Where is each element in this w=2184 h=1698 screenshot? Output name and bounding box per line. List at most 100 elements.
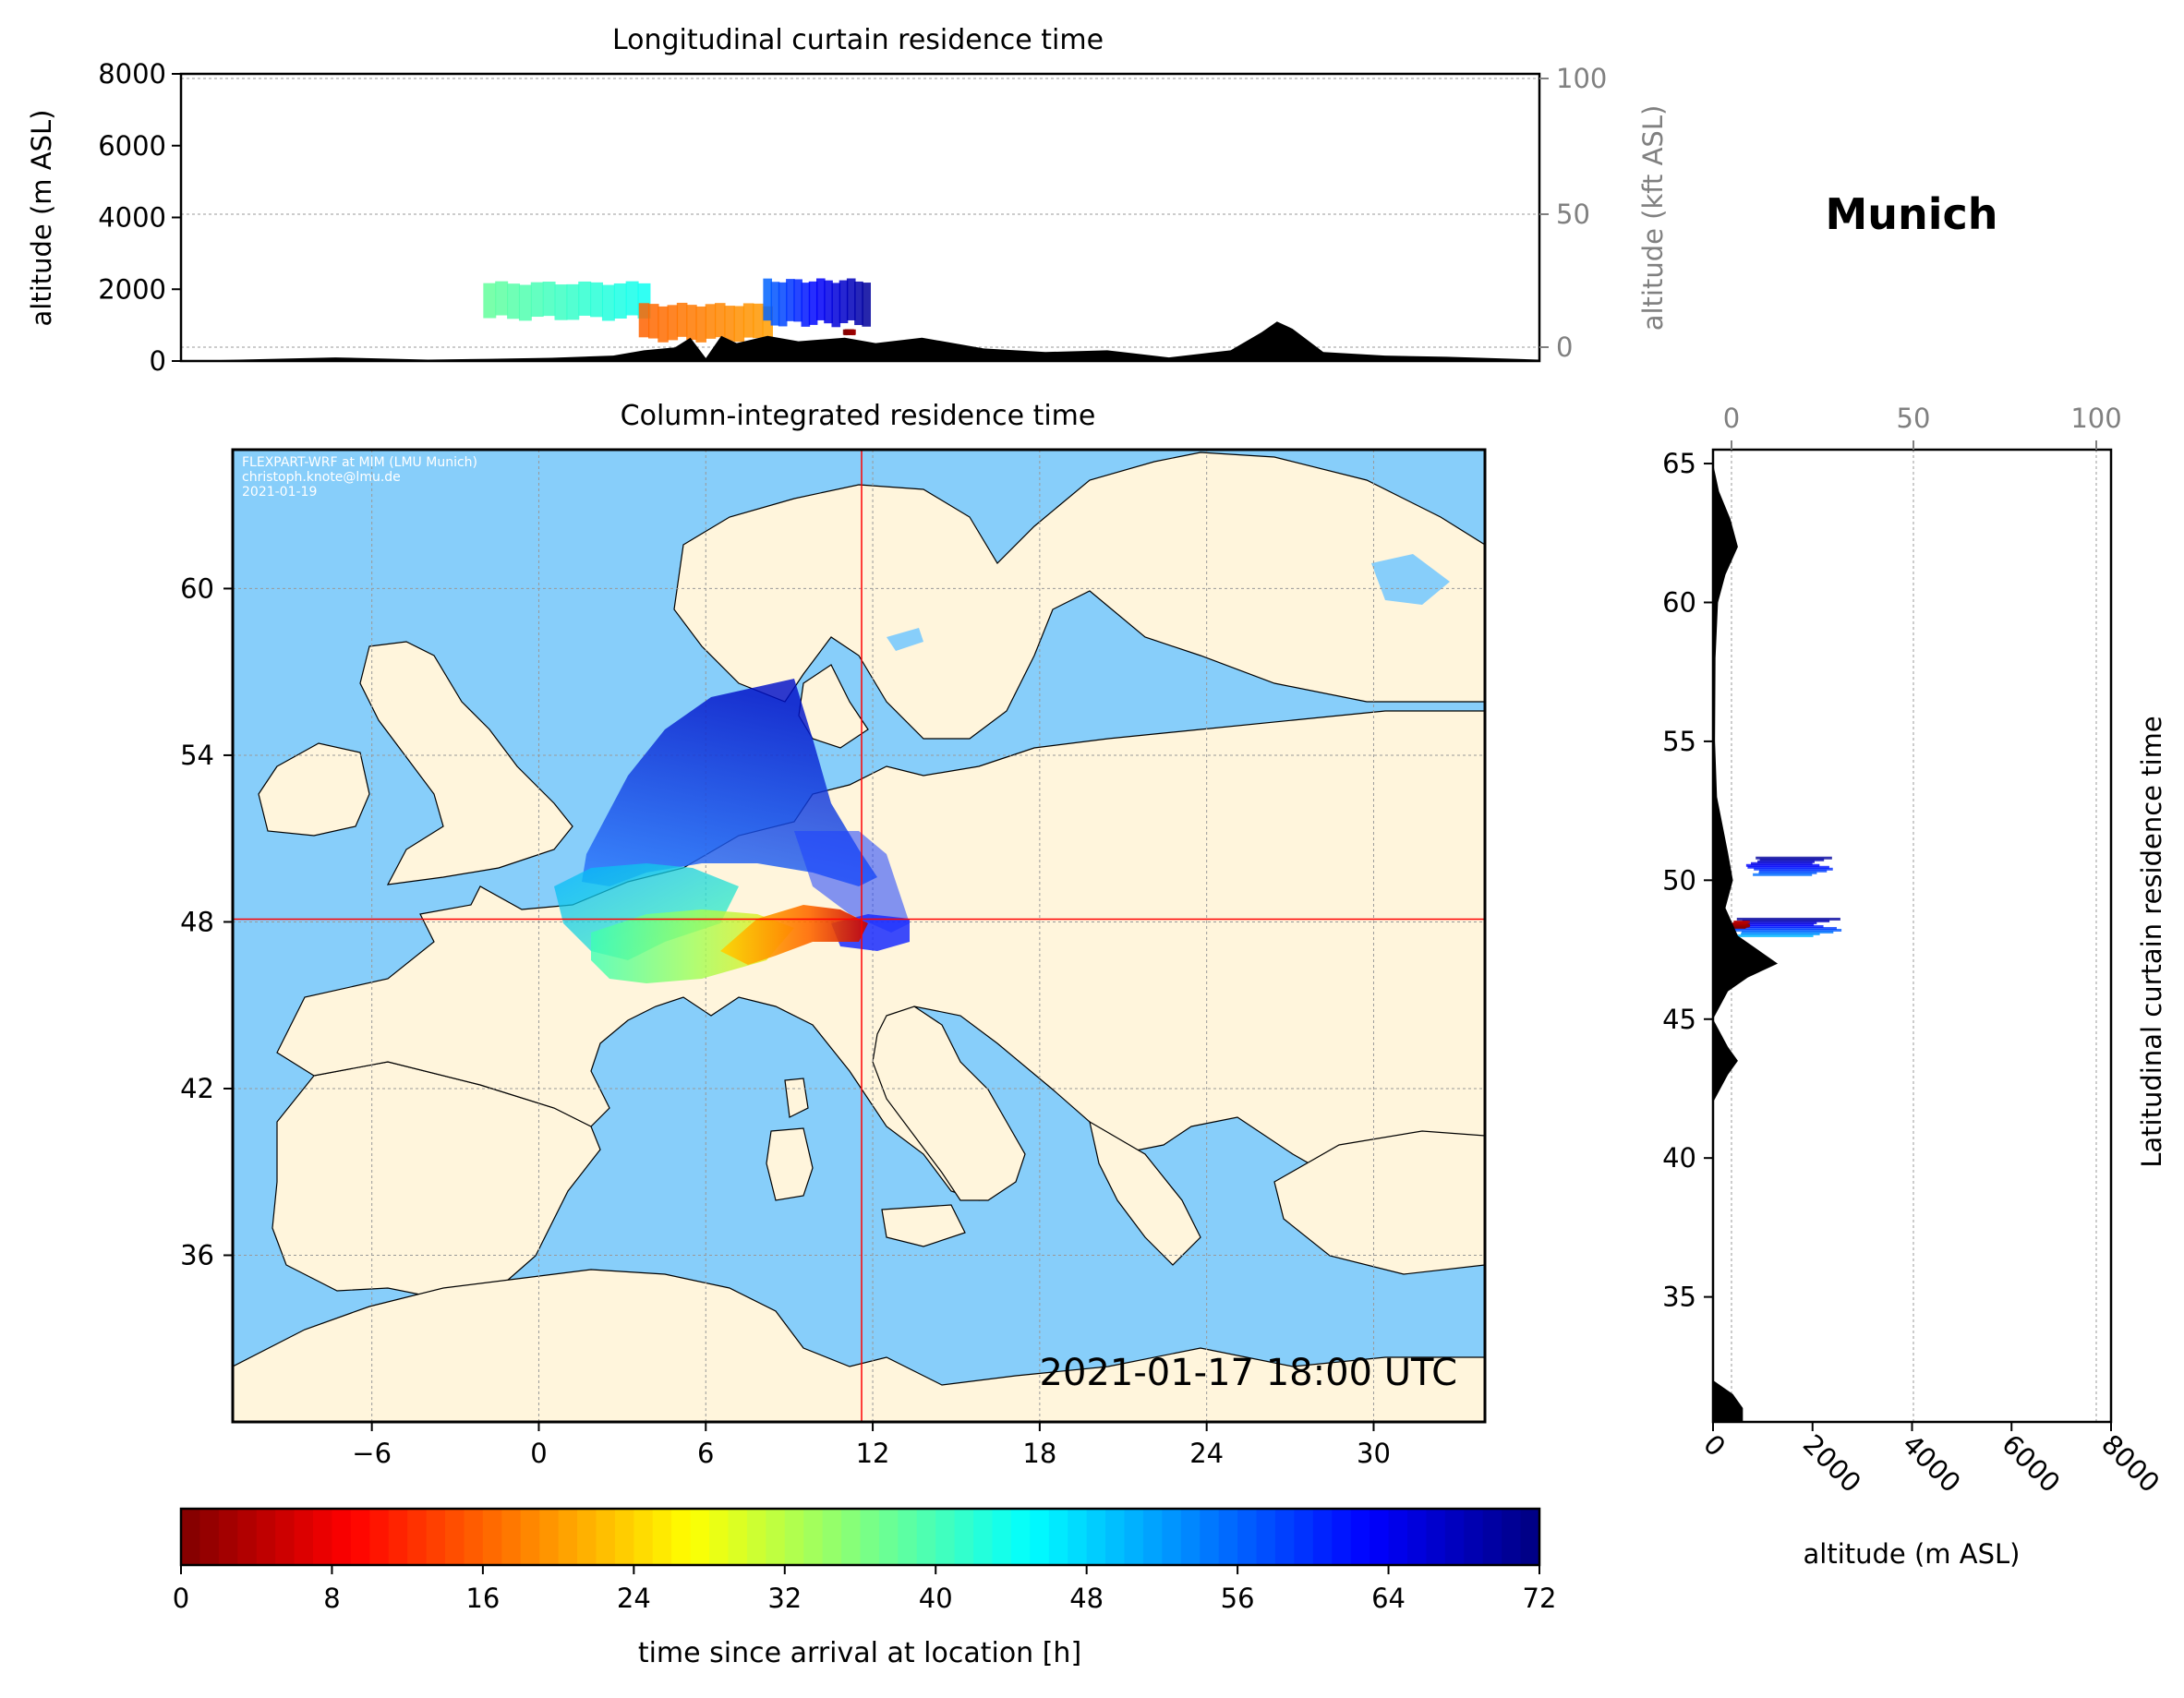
- colorbar-step: [558, 1509, 578, 1565]
- longitudinal-right-tick-label: 100: [1556, 63, 1607, 94]
- colorbar-step: [916, 1509, 936, 1565]
- longitudinal-plume-cell: [770, 282, 780, 326]
- latitudinal-plume-cell: [1747, 865, 1829, 869]
- colorbar-step: [728, 1509, 748, 1565]
- latitudinal-plume-cell: [1723, 924, 1824, 928]
- latitudinal-xtick-label: 0: [1697, 1428, 1732, 1463]
- colorbar-step: [841, 1509, 862, 1565]
- land-sicily: [881, 1204, 966, 1247]
- colorbar-frame: [179, 1507, 1541, 1567]
- longitudinal-plume-cell: [695, 306, 706, 343]
- longitudinal-plume-cell: [667, 305, 679, 341]
- longitudinal-plume-cell: [638, 303, 650, 338]
- map-xtick-label: 6: [697, 1438, 714, 1469]
- credit-line-3: 2021-01-19: [242, 485, 317, 500]
- colorbar-step: [1274, 1509, 1296, 1565]
- latitudinal-plume-cell: [1758, 869, 1828, 873]
- latitudinal-ytick-label: 35: [1662, 1282, 1696, 1313]
- longitudinal-plume-cell: [753, 303, 764, 339]
- colorbar-step: [803, 1509, 824, 1565]
- longitudinal-plume-cell: [714, 303, 726, 338]
- fan-green: [591, 909, 794, 983]
- longitudinal-plume-cell: [518, 284, 532, 321]
- map-x-ticks: −6 0 6 12 18 24 30: [352, 1422, 1391, 1469]
- latitudinal-xlabel: altitude (m ASL): [1804, 1538, 2021, 1570]
- latitudinal-xtick-label: 8000: [2095, 1428, 2166, 1499]
- lake-ladoga: [1371, 554, 1450, 605]
- longitudinal-plume-cell: [658, 306, 669, 343]
- colorbar-step: [784, 1509, 804, 1565]
- latitudinal-ytick-label: 55: [1662, 726, 1696, 757]
- latitudinal-plume-cell: [1757, 860, 1815, 863]
- colorbar-step: [294, 1509, 314, 1565]
- longitudinal-right-tick-label: 50: [1556, 199, 1590, 230]
- longitudinal-curtain-panel: Longitudinal curtain residence time 0 200…: [26, 24, 1669, 377]
- colorbar-step: [332, 1509, 352, 1565]
- latitudinal-ytick-label: 45: [1662, 1004, 1696, 1035]
- latitudinal-y-ticks: 35 40 45 50 55 60 65: [1662, 448, 1713, 1313]
- colorbar-step: [935, 1509, 956, 1565]
- longitudinal-plume-cell: [762, 306, 773, 343]
- colorbar-step: [1332, 1509, 1352, 1565]
- trajectory-fans: [554, 679, 910, 983]
- longitudinal-plume-cell: [724, 306, 735, 342]
- colorbar-step: [181, 1509, 201, 1565]
- colorbar-step: [1068, 1509, 1088, 1565]
- longitudinal-plume-cell: [705, 304, 717, 339]
- longitudinal-plume-cell: [851, 329, 856, 335]
- land-layer: [233, 452, 1485, 1422]
- colorbar-step: [1426, 1509, 1446, 1565]
- colorbar-step: [1350, 1509, 1370, 1565]
- colorbar-step: [1406, 1509, 1428, 1565]
- colorbar-step: [709, 1509, 730, 1565]
- colorbar-step: [1520, 1509, 1540, 1565]
- longitudinal-plume-cell: [742, 303, 754, 338]
- map-xtick-label: 12: [856, 1438, 890, 1469]
- colorbar-step: [1162, 1509, 1182, 1565]
- latitudinal-plume-cell: [1742, 919, 1830, 922]
- map-ytick-label: 54: [180, 740, 214, 771]
- longitudinal-ytick-label: 2000: [98, 273, 166, 305]
- colorbar-steps: [181, 1509, 1540, 1565]
- latitudinal-xtick-label: 6000: [1996, 1428, 2066, 1499]
- colorbar-step: [199, 1509, 220, 1565]
- colorbar-step: [539, 1509, 560, 1565]
- land-ireland: [258, 742, 370, 837]
- colorbar-step: [954, 1509, 974, 1565]
- colorbar-step: [614, 1509, 634, 1565]
- colorbar-tick-label: 0: [173, 1583, 189, 1614]
- colorbar: 0 8 16 24 32 40 48 56 64 72 time since arrival at…: [173, 1507, 1556, 1669]
- latitudinal-plume-cell: [1754, 867, 1833, 871]
- colorbar-step: [822, 1509, 842, 1565]
- longitudinal-plume-cell: [815, 278, 826, 320]
- colorbar-step: [973, 1509, 994, 1565]
- longitudinal-plume-cell: [793, 279, 802, 322]
- land-corsica: [784, 1078, 809, 1118]
- map-title: Column-integrated residence time: [621, 400, 1096, 432]
- longitudinal-plume-cell: [808, 281, 818, 325]
- colorbar-step: [426, 1509, 446, 1565]
- land-greece: [1089, 1120, 1201, 1266]
- latitudinal-ytick-label: 65: [1662, 448, 1696, 479]
- longitudinal-plume-cell: [831, 283, 841, 328]
- latitudinal-plume-cell: [1736, 917, 1840, 921]
- latitudinal-top-tick-label: 50: [1897, 403, 1931, 434]
- map-xtick-label: 30: [1357, 1438, 1391, 1469]
- colorbar-step: [1502, 1509, 1522, 1565]
- latitudinal-plume-cell: [1741, 930, 1834, 933]
- timestamp-label: 2021-01-17 18:00 UTC: [1040, 1352, 1457, 1394]
- latitudinal-plume-layer: [1713, 464, 1842, 1422]
- colorbar-step: [671, 1509, 692, 1565]
- colorbar-step: [237, 1509, 258, 1565]
- longitudinal-right-tick-label: 0: [1556, 331, 1573, 363]
- fan-red: [720, 905, 868, 965]
- colorbar-step: [256, 1509, 276, 1565]
- colorbar-step: [1200, 1509, 1220, 1565]
- map-y-ticks: 36 42 48 54 60: [180, 572, 233, 1270]
- longitudinal-terrain: [181, 321, 1539, 361]
- longitudinal-left-ticks: 0 2000 4000 6000 8000: [98, 58, 181, 377]
- colorbar-step: [350, 1509, 370, 1565]
- latitudinal-plume-cell: [1758, 871, 1817, 874]
